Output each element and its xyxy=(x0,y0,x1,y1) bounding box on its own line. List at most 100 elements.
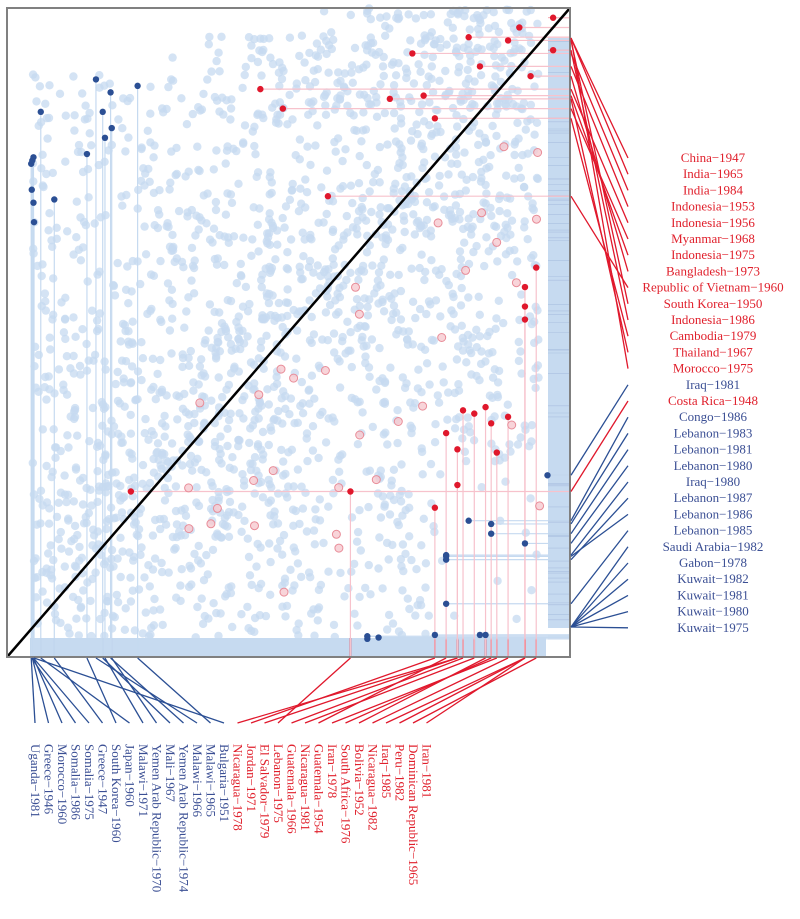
background-point xyxy=(146,306,155,316)
background-point xyxy=(128,317,137,326)
background-point xyxy=(285,410,294,419)
background-point xyxy=(381,234,391,243)
background-point xyxy=(526,100,536,110)
background-point xyxy=(73,147,83,157)
background-point xyxy=(379,71,388,81)
background-point xyxy=(116,572,125,582)
background-point xyxy=(386,363,395,372)
highlight-point xyxy=(99,108,106,116)
background-point xyxy=(422,215,432,225)
background-point xyxy=(366,15,375,24)
background-point xyxy=(294,619,303,628)
background-point xyxy=(477,483,486,492)
background-point xyxy=(524,442,534,451)
background-point xyxy=(427,256,436,265)
background-point xyxy=(101,365,110,374)
background-point xyxy=(465,346,474,355)
background-point xyxy=(221,210,231,219)
background-point xyxy=(255,204,264,213)
background-point xyxy=(324,567,333,576)
leader-line-bottom xyxy=(102,657,171,724)
background-point xyxy=(492,314,501,323)
background-point xyxy=(422,198,432,207)
background-point xyxy=(285,33,295,42)
background-point xyxy=(177,506,186,515)
background-point xyxy=(42,598,52,607)
background-point xyxy=(259,364,268,373)
background-point xyxy=(221,327,231,336)
background-point xyxy=(74,631,84,640)
background-point xyxy=(72,233,81,242)
background-point xyxy=(220,260,229,270)
background-point xyxy=(37,271,46,281)
background-point xyxy=(247,41,256,50)
highlight-point xyxy=(442,429,450,437)
background-point xyxy=(391,137,401,146)
bottom-label: Nicaragua−1978 xyxy=(231,744,246,831)
background-point xyxy=(101,557,111,566)
background-point xyxy=(278,322,287,332)
background-point xyxy=(207,67,216,76)
background-point xyxy=(38,587,47,596)
background-point xyxy=(514,163,523,173)
background-point xyxy=(490,365,499,374)
background-point xyxy=(243,332,252,341)
background-point xyxy=(375,376,384,386)
background-point xyxy=(262,331,271,340)
leader-line-right xyxy=(570,433,629,525)
background-point xyxy=(75,542,84,552)
background-point xyxy=(343,87,352,96)
background-point xyxy=(52,512,62,522)
background-point xyxy=(491,72,500,81)
bottom-label: El Salvador−1979 xyxy=(258,744,273,838)
background-point xyxy=(305,48,314,58)
highlight-point xyxy=(431,631,439,639)
background-point xyxy=(516,433,525,442)
background-point xyxy=(420,31,429,40)
background-point xyxy=(495,206,504,216)
background-point xyxy=(160,496,170,505)
background-point xyxy=(234,179,243,188)
highlight-point xyxy=(101,134,109,141)
leader-line-right xyxy=(570,384,629,476)
background-point xyxy=(171,543,180,553)
background-point xyxy=(370,169,379,179)
background-point xyxy=(300,58,309,67)
background-point xyxy=(415,107,424,117)
outlier-ring xyxy=(334,543,344,553)
highlight-point xyxy=(30,218,38,226)
background-point xyxy=(216,432,225,441)
background-point xyxy=(223,441,232,451)
background-point xyxy=(113,258,122,268)
background-point xyxy=(468,222,477,231)
background-point xyxy=(223,522,232,531)
background-point xyxy=(416,67,425,77)
background-point xyxy=(527,421,537,430)
background-point xyxy=(436,312,445,321)
background-point xyxy=(62,227,72,236)
background-point xyxy=(433,391,442,400)
background-point xyxy=(215,107,224,116)
background-point xyxy=(306,573,315,582)
background-point xyxy=(137,143,146,152)
background-point xyxy=(182,120,192,129)
background-point xyxy=(305,399,314,408)
right-label: China−1947 xyxy=(681,150,746,165)
background-point xyxy=(451,201,461,210)
background-point xyxy=(164,488,173,498)
background-point xyxy=(239,233,248,242)
background-point xyxy=(258,493,268,502)
right-label: Iraq−1980 xyxy=(686,474,740,489)
background-point xyxy=(69,351,78,361)
background-point xyxy=(375,142,385,152)
background-point xyxy=(238,83,247,93)
background-point xyxy=(464,74,473,84)
highlight-point xyxy=(465,34,472,41)
background-point xyxy=(185,432,194,441)
background-point xyxy=(75,476,85,485)
background-point xyxy=(366,590,375,599)
background-point xyxy=(45,209,54,218)
background-point xyxy=(298,409,308,418)
background-point xyxy=(520,217,529,226)
background-point xyxy=(306,160,315,170)
